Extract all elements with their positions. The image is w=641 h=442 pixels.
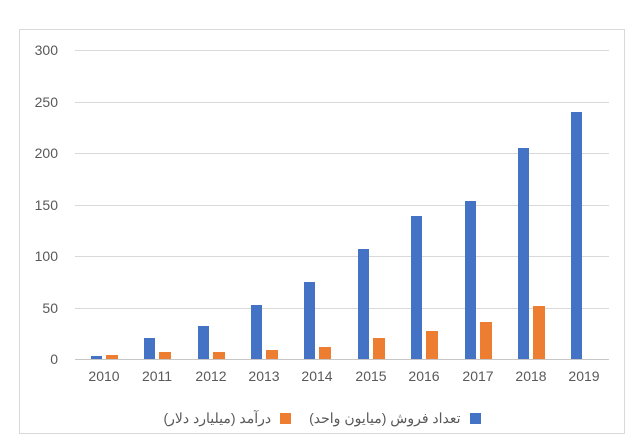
gridline: [75, 102, 609, 103]
gridline: [75, 256, 609, 257]
bar-4472c4-2019: [571, 112, 582, 359]
legend-swatch-icon: [280, 412, 292, 424]
bar-4472c4-2013: [251, 305, 262, 359]
y-tick-label: 100: [34, 248, 58, 264]
bar-4472c4-2014: [304, 282, 315, 359]
bar-ed7d31-2010: [106, 355, 118, 359]
bar-ed7d31-2015: [373, 338, 385, 359]
bar-4472c4-2017: [465, 201, 476, 359]
legend-label: تعداد فروش (میایون واحد): [309, 409, 461, 426]
legend-item: درآمد (میلیارد دلار): [163, 409, 292, 427]
y-tick-label: 300: [34, 42, 58, 58]
y-tick-label: 0: [50, 351, 58, 367]
x-tick-label: 2011: [141, 368, 173, 384]
plot-area: 0 50 100 150 200 250 300 2010 2011 2012 2013 2014 2…: [20, 30, 624, 433]
x-tick-label: 2016: [408, 368, 440, 384]
x-tick-label: 2017: [462, 368, 494, 384]
legend-item: تعداد فروش (میایون واحد): [309, 409, 481, 427]
gridline: [75, 153, 609, 154]
gridline: [75, 50, 609, 51]
bar-ed7d31-2017: [480, 322, 492, 359]
chart-frame: 0 50 100 150 200 250 300 2010 2011 2012 2013 2014 2…: [19, 29, 625, 434]
x-tick-label: 2013: [248, 368, 280, 384]
y-tick-label: 150: [34, 197, 58, 213]
legend-swatch-icon: [469, 412, 481, 424]
bar-ed7d31-2011: [159, 352, 171, 359]
bar-4472c4-2018: [518, 148, 529, 359]
bar-4472c4-2011: [144, 338, 155, 359]
chart-legend: درآمد (میلیارد دلار) تعداد فروش (میایون و…: [20, 409, 624, 427]
y-tick-label: 200: [34, 145, 58, 161]
x-tick-label: 2012: [195, 368, 227, 384]
x-tick-label: 2015: [355, 368, 387, 384]
bar-ed7d31-2018: [533, 306, 545, 359]
x-tick-label: 2018: [515, 368, 547, 384]
bar-4472c4-2015: [358, 249, 369, 359]
bar-4472c4-2010: [91, 356, 102, 359]
x-tick-label: 2019: [568, 368, 600, 384]
y-tick-label: 250: [34, 94, 58, 110]
x-tick-label: 2010: [88, 368, 120, 384]
bar-ed7d31-2013: [266, 350, 278, 359]
bar-4472c4-2016: [411, 216, 422, 359]
y-tick-label: 50: [42, 300, 58, 316]
bar-4472c4-2012: [198, 326, 209, 359]
bar-ed7d31-2016: [426, 331, 438, 359]
legend-label: درآمد (میلیارد دلار): [163, 409, 272, 426]
x-axis-line: [75, 359, 609, 360]
gridline: [75, 205, 609, 206]
gridline: [75, 308, 609, 309]
x-tick-label: 2014: [301, 368, 333, 384]
bar-ed7d31-2014: [319, 347, 331, 359]
bar-ed7d31-2012: [213, 352, 225, 359]
